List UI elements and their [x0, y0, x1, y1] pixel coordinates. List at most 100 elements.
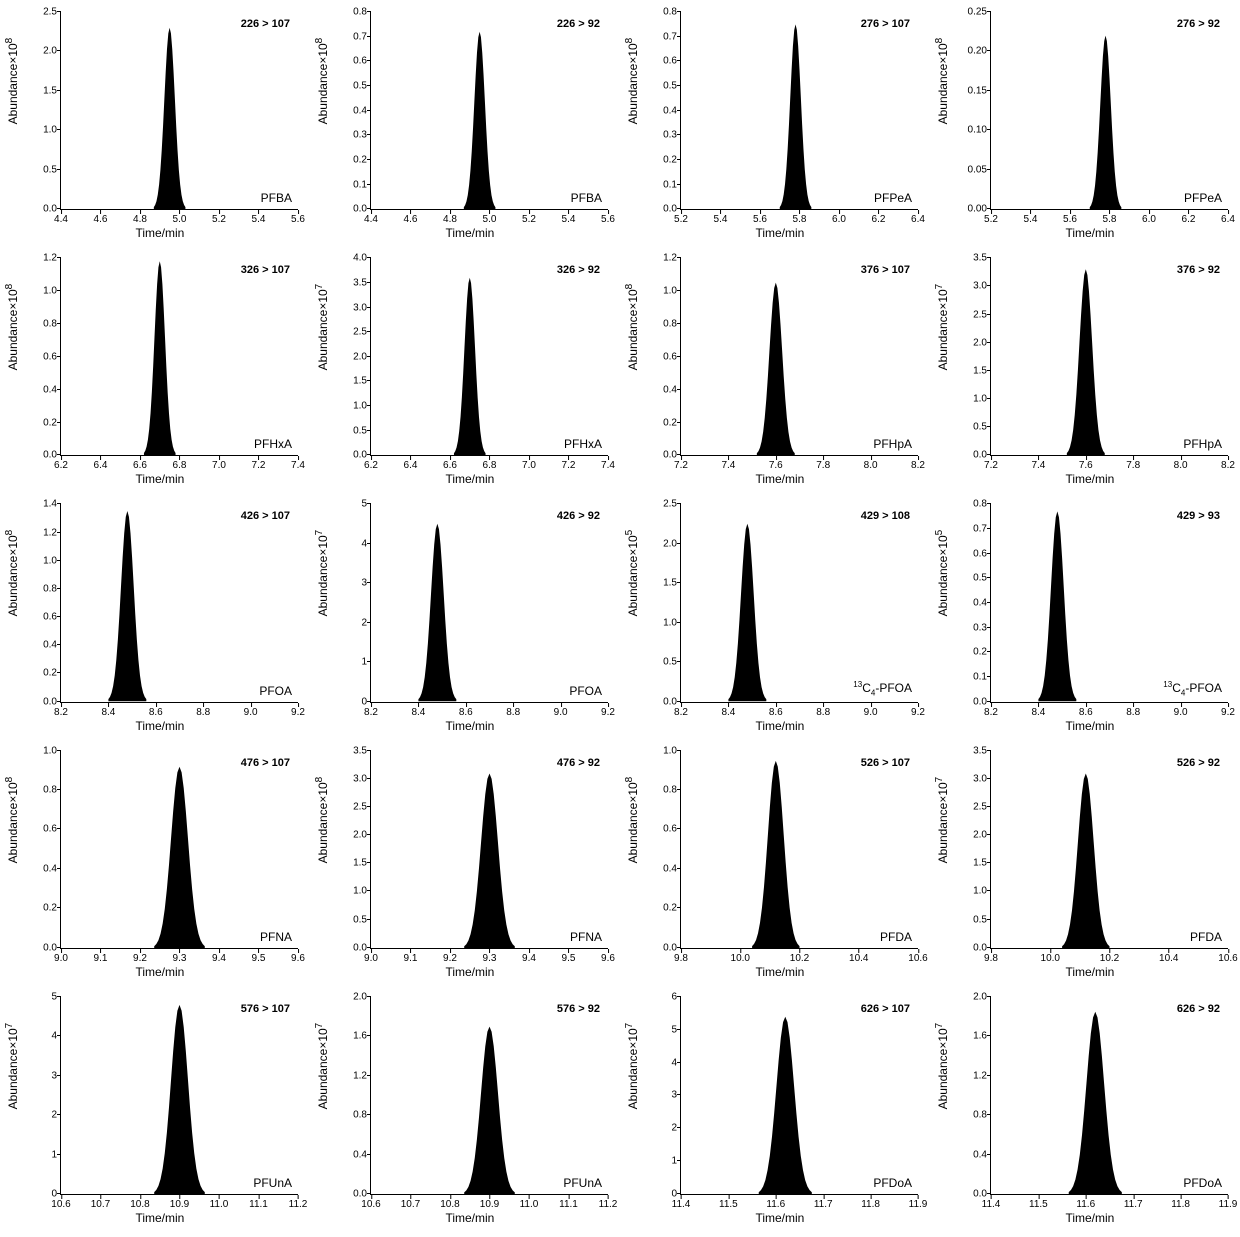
y-tick-label: 2.5 — [337, 801, 367, 812]
x-tick: 10.6 — [361, 1199, 380, 1210]
peak-shape — [61, 751, 298, 948]
y-tick-label: 0.3 — [957, 622, 987, 633]
y-tick-label: 0.5 — [647, 657, 677, 668]
y-axis-label: Abundance×108 — [624, 38, 640, 125]
x-tick: 5.6 — [1063, 214, 1077, 225]
y-tick-label: 2 — [337, 617, 367, 628]
y-tick-label: 5 — [337, 499, 367, 510]
y-tick-label: 2.0 — [337, 351, 367, 362]
y-tick-label: 1.0 — [647, 745, 677, 756]
y-tick-label: 1 — [337, 657, 367, 668]
x-tick: 11.5 — [1029, 1199, 1048, 1210]
y-axis-label: Abundance×107 — [934, 284, 950, 371]
peak-shape — [371, 997, 608, 1194]
x-axis-label: Time/min — [445, 226, 494, 240]
peak-shape — [371, 12, 608, 209]
y-tick-label: 0.5 — [957, 914, 987, 925]
chromatogram-panel: Abundance×108Time/min326 > 107PFHxA6.26.… — [12, 258, 298, 486]
x-tick: 11.1 — [559, 1199, 578, 1210]
y-tick-label: 4 — [647, 1057, 677, 1068]
x-tick: 7.0 — [212, 460, 226, 471]
peak-shape — [681, 997, 918, 1194]
y-tick-label: 1.0 — [337, 401, 367, 412]
y-tick-label: 2.0 — [647, 538, 677, 549]
x-tick: 9.2 — [911, 707, 925, 718]
y-tick-label: 0.6 — [957, 548, 987, 559]
x-tick: 8.0 — [864, 460, 878, 471]
x-tick: 4.4 — [364, 214, 378, 225]
y-axis-label: Abundance×108 — [314, 38, 330, 125]
y-tick-label: 0.5 — [337, 914, 367, 925]
y-tick-label: 0.0 — [27, 204, 57, 215]
x-tick: 9.8 — [674, 953, 688, 964]
chromatogram-panel: Abundance×107Time/min376 > 92PFHpA7.27.4… — [942, 258, 1228, 486]
x-tick: 6.4 — [1221, 214, 1235, 225]
x-tick: 5.0 — [483, 214, 497, 225]
x-tick: 5.6 — [291, 214, 305, 225]
y-tick-label: 0.1 — [957, 671, 987, 682]
x-tick: 10.9 — [170, 1199, 189, 1210]
x-tick: 5.0 — [173, 214, 187, 225]
y-tick-label: 5 — [647, 1024, 677, 1035]
peak-shape — [681, 751, 918, 948]
x-tick: 11.5 — [719, 1199, 738, 1210]
y-tick-label: 1.5 — [27, 85, 57, 96]
x-tick: 6.0 — [832, 214, 846, 225]
y-tick-label: 0.7 — [957, 524, 987, 535]
x-tick: 7.0 — [522, 460, 536, 471]
x-tick: 6.6 — [443, 460, 457, 471]
x-tick: 9.8 — [984, 953, 998, 964]
y-tick-label: 0.2 — [647, 417, 677, 428]
y-tick-label: 0.6 — [27, 351, 57, 362]
y-tick-label: 4.0 — [337, 253, 367, 264]
y-tick-label: 0.2 — [647, 154, 677, 165]
x-tick: 11.2 — [289, 1199, 308, 1210]
y-tick-label: 0.4 — [647, 384, 677, 395]
y-tick-label: 3 — [337, 578, 367, 589]
y-tick-label: 3.0 — [957, 773, 987, 784]
x-tick: 9.3 — [483, 953, 497, 964]
x-tick: 6.4 — [404, 460, 418, 471]
x-axis-label: Time/min — [445, 965, 494, 979]
plot-area: 476 > 107PFNA9.09.19.29.39.49.59.60.00.2… — [60, 751, 298, 949]
plot-area: 476 > 92PFNA9.09.19.29.39.49.59.60.00.51… — [370, 751, 608, 949]
peak-shape — [991, 751, 1228, 948]
y-tick-label: 3 — [27, 1070, 57, 1081]
y-tick-label: 0.0 — [957, 942, 987, 953]
x-axis-label: Time/min — [1065, 226, 1114, 240]
y-tick-label: 2 — [647, 1123, 677, 1134]
x-axis-label: Time/min — [755, 1211, 804, 1225]
x-axis-label: Time/min — [1065, 1211, 1114, 1225]
x-tick: 5.2 — [674, 214, 688, 225]
y-tick-label: 0.5 — [337, 425, 367, 436]
y-axis-label: Abundance×108 — [934, 38, 950, 125]
y-tick-label: 1.5 — [647, 578, 677, 589]
y-axis-label: Abundance×105 — [934, 530, 950, 617]
y-axis-label: Abundance×108 — [4, 284, 20, 371]
plot-area: 429 > 10813C4-PFOA8.28.48.68.89.09.20.00… — [680, 504, 918, 702]
x-axis-label: Time/min — [135, 1211, 184, 1225]
x-tick: 7.6 — [769, 460, 783, 471]
chromatogram-panel: Abundance×107Time/min626 > 92PFDoA11.411… — [942, 997, 1228, 1225]
y-tick-label: 0.6 — [337, 56, 367, 67]
x-tick: 8.8 — [506, 707, 520, 718]
peak-shape — [681, 504, 918, 701]
x-tick: 10.4 — [1159, 953, 1178, 964]
x-tick: 9.2 — [601, 707, 615, 718]
y-tick-label: 1.0 — [957, 886, 987, 897]
x-tick: 7.6 — [1079, 460, 1093, 471]
chromatogram-panel: Abundance×108Time/min276 > 92PFPeA5.25.4… — [942, 12, 1228, 240]
y-tick-label: 0.0 — [647, 450, 677, 461]
y-tick-label: 0.8 — [647, 7, 677, 18]
chromatogram-panel: Abundance×107Time/min526 > 92PFDA9.810.0… — [942, 751, 1228, 979]
y-tick-label: 0.3 — [337, 130, 367, 141]
x-tick: 9.4 — [522, 953, 536, 964]
x-tick: 8.2 — [911, 460, 925, 471]
x-tick: 8.2 — [54, 707, 68, 718]
x-tick: 9.0 — [54, 953, 68, 964]
y-tick-label: 0.1 — [337, 179, 367, 190]
peak-shape — [61, 258, 298, 455]
x-tick: 11.8 — [861, 1199, 880, 1210]
y-tick-label: 0.5 — [647, 80, 677, 91]
y-tick-label: 0.05 — [957, 164, 987, 175]
